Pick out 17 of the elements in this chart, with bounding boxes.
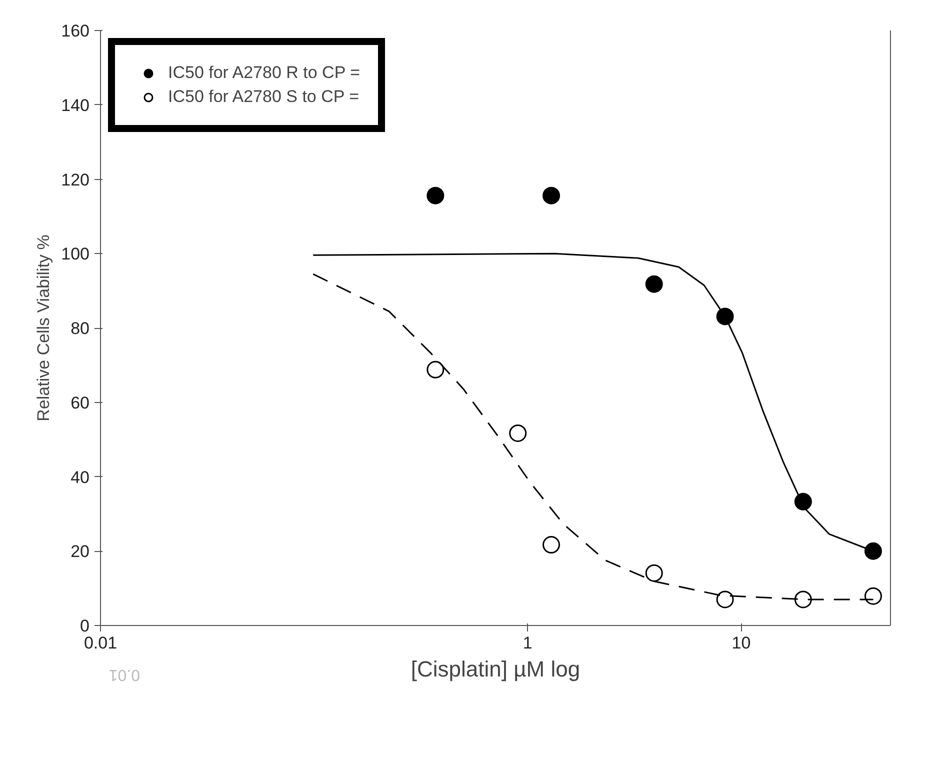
x-tick-label: 1 bbox=[522, 634, 532, 652]
y-tick-label: 40 bbox=[70, 468, 90, 487]
y-tick-label: 0 bbox=[80, 616, 90, 636]
y-tick-label: 100 bbox=[61, 244, 90, 264]
x-axis-title: [Cisplatin] µM log bbox=[410, 656, 580, 682]
y-tick-label: 160 bbox=[61, 22, 90, 40]
y-tick-label: 20 bbox=[70, 542, 90, 562]
y-tick-label: 80 bbox=[70, 319, 90, 338]
legend-label: IC50 for A2780 S to CP = bbox=[168, 87, 360, 107]
legend-label: IC50 for A2780 R to CP = bbox=[168, 63, 360, 83]
y-tick-label: 140 bbox=[61, 96, 90, 115]
x-tick-label: 10 bbox=[732, 634, 751, 652]
y-axis-title: Relative Cells Viability % bbox=[34, 234, 54, 422]
x-tick-label: 0.01 bbox=[84, 634, 118, 652]
y-tick-label: 120 bbox=[61, 170, 90, 190]
text: 0.01 bbox=[108, 665, 140, 685]
y-tick-label: 60 bbox=[70, 393, 90, 412]
